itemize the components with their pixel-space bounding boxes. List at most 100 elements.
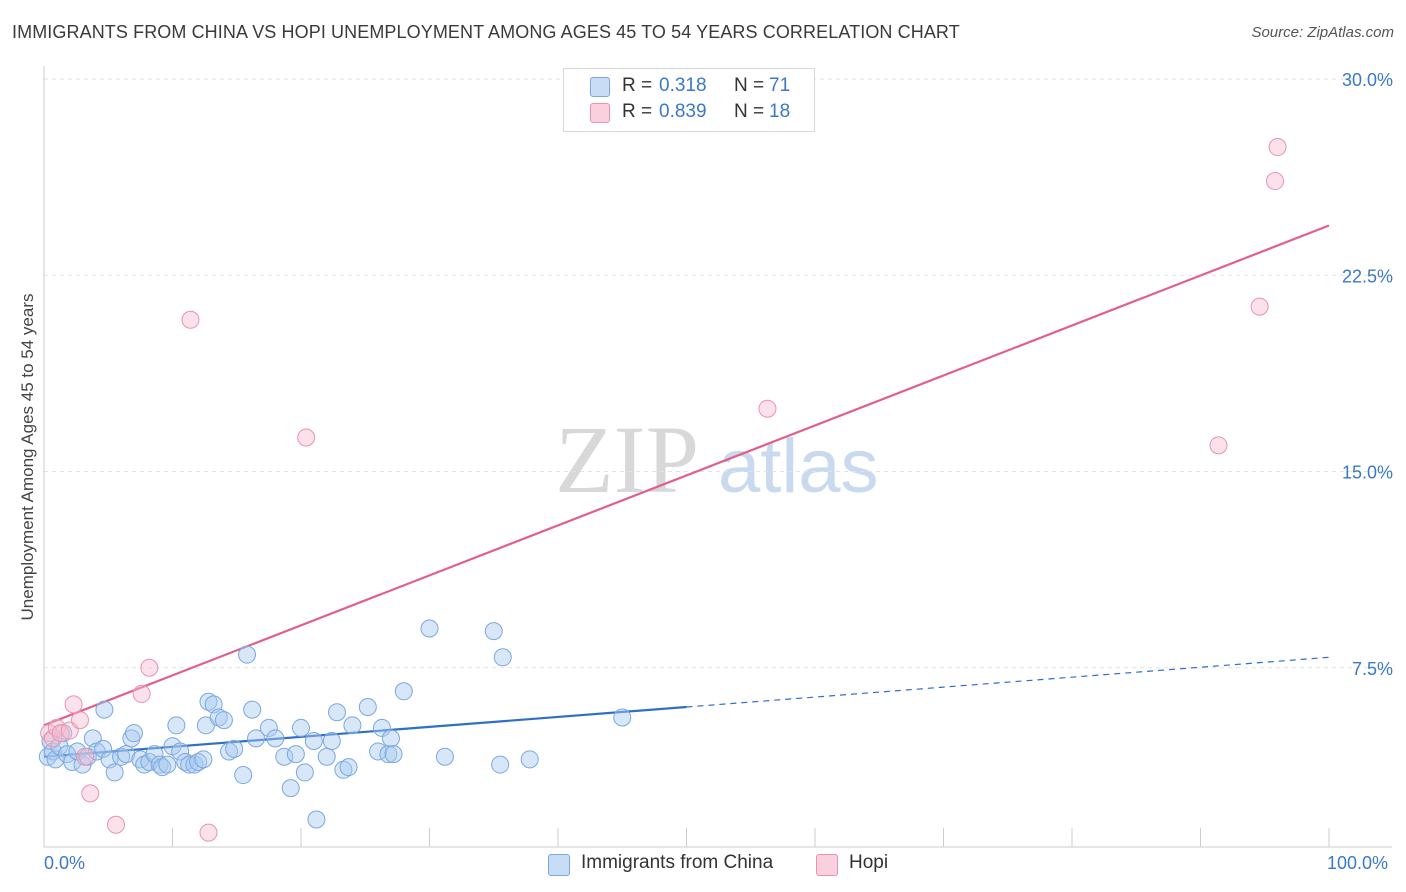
point-0-37	[199, 692, 218, 711]
point-1-18	[1266, 172, 1285, 191]
point-0-44	[238, 645, 257, 664]
legend-n-label: N =	[734, 101, 765, 122]
point-0-60	[339, 758, 358, 777]
chart-title: IMMIGRANTS FROM CHINA VS HOPI UNEMPLOYME…	[12, 22, 960, 42]
point-0-20	[124, 724, 143, 743]
point-0-27	[158, 755, 177, 774]
point-0-16	[95, 700, 114, 719]
point-0-57	[322, 732, 341, 751]
legend: R = 0.318 N = 71 R = 0.839 N = 18	[563, 68, 815, 132]
x-tick-label-min: 0.0%	[44, 853, 86, 873]
trendlines	[43, 224, 1330, 758]
point-0-45	[243, 700, 262, 719]
y-tick-labels: 7.5% 15.0% 22.5% 30.0%	[1342, 70, 1393, 679]
point-0-56	[317, 747, 336, 766]
legend-r-label: R =	[622, 75, 653, 96]
point-0-30	[171, 742, 190, 761]
point-0-25	[150, 755, 169, 774]
point-0-74	[435, 747, 454, 766]
watermark-atlas: atlas	[718, 424, 879, 509]
point-0-69	[420, 619, 439, 638]
bottom-legend-swatch-china	[548, 854, 570, 876]
axes	[43, 66, 1392, 848]
point-0-35	[194, 750, 213, 769]
point-0-53	[295, 763, 314, 782]
point-1-9	[106, 815, 125, 834]
point-0-58	[327, 703, 346, 722]
point-0-19	[122, 729, 141, 748]
point-0-48	[266, 729, 285, 748]
point-0-59	[334, 760, 353, 779]
point-0-13	[94, 739, 113, 758]
point-0-65	[379, 745, 398, 764]
point-0-54	[304, 732, 323, 751]
trendline-1	[43, 224, 1330, 727]
point-0-17	[112, 747, 131, 766]
legend-r-label: R =	[622, 101, 653, 122]
point-0-52	[292, 718, 310, 737]
point-0-26	[153, 758, 172, 777]
point-0-49	[275, 747, 294, 766]
point-1-7	[76, 747, 95, 766]
point-1-10	[132, 684, 151, 703]
point-0-29	[167, 716, 186, 735]
point-1-17	[1250, 297, 1269, 316]
trendline-0	[43, 705, 687, 758]
point-1-6	[70, 711, 89, 730]
legend-swatch-china	[590, 77, 610, 97]
y-tick-label-0: 7.5%	[1352, 659, 1393, 679]
source-label: Source: ZipAtlas.com	[1251, 24, 1394, 41]
point-0-75	[493, 648, 512, 667]
point-0-40	[214, 711, 233, 730]
legend-n-value: 71	[769, 75, 791, 96]
point-0-61	[343, 716, 362, 735]
point-0-34	[189, 752, 208, 771]
point-0-64	[372, 718, 391, 737]
y-tick-label-1: 15.0%	[1342, 463, 1393, 483]
point-1-16	[1209, 436, 1228, 455]
point-0-73	[613, 708, 632, 727]
point-0-39	[209, 708, 228, 727]
point-0-71	[491, 755, 510, 774]
point-0-72	[520, 750, 539, 769]
point-0-66	[381, 729, 400, 748]
point-0-55	[307, 810, 326, 829]
point-1-13	[199, 823, 218, 842]
point-0-46	[247, 729, 266, 748]
bottom-legend-label-hopi: Hopi	[849, 852, 889, 873]
point-1-12	[181, 310, 200, 329]
point-0-51	[286, 745, 305, 764]
point-0-41	[220, 742, 239, 761]
point-0-62	[358, 698, 377, 716]
y-tick-label-3: 30.0%	[1342, 70, 1393, 90]
point-0-67	[384, 745, 403, 764]
gridlines	[44, 78, 1392, 669]
legend-swatch-hopi	[590, 103, 610, 123]
point-0-15	[105, 763, 124, 782]
legend-r-value: 0.318	[659, 75, 707, 96]
point-0-43	[234, 766, 253, 785]
point-0-47	[259, 718, 278, 737]
point-1-14	[297, 428, 316, 447]
point-0-50	[281, 779, 300, 798]
point-0-68	[394, 682, 413, 701]
point-1-5	[64, 695, 83, 714]
legend-r-value: 0.839	[659, 101, 707, 122]
y-axis-label: Unemployment Among Ages 45 to 54 years	[18, 293, 37, 621]
legend-n-value: 18	[769, 101, 791, 122]
data-points	[38, 138, 1287, 842]
point-1-15	[758, 399, 777, 418]
point-1-11	[140, 658, 159, 677]
watermark-zip: ZIP	[555, 406, 699, 513]
x-tick-label-max: 100.0%	[1327, 853, 1389, 873]
legend-n-label: N =	[734, 75, 765, 96]
watermark: ZIP atlas	[555, 406, 879, 513]
point-0-70	[484, 622, 503, 641]
point-1-8	[81, 784, 100, 803]
point-0-42	[225, 739, 244, 758]
bottom-legend-label-china: Immigrants from China	[581, 852, 774, 873]
point-0-63	[369, 742, 388, 761]
trendline-extension-0	[686, 656, 1330, 708]
y-tick-label-2: 22.5%	[1342, 266, 1393, 286]
